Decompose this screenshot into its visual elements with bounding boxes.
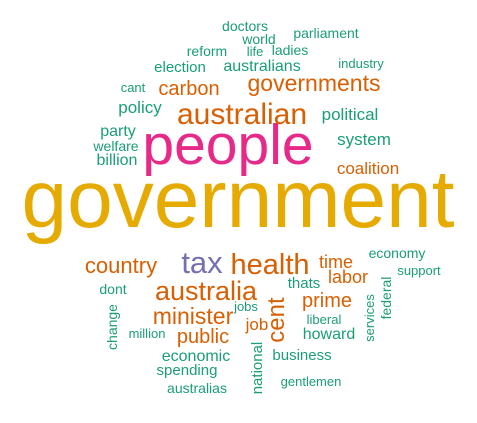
word-labor: labor — [328, 267, 368, 287]
word-million: million — [129, 326, 166, 341]
word-country: country — [85, 253, 157, 278]
word-australias: australias — [167, 380, 227, 396]
word-election: election — [154, 59, 206, 76]
word-gentlemen: gentlemen — [281, 374, 342, 389]
word-policy: policy — [118, 98, 162, 117]
word-howard: howard — [303, 326, 355, 343]
word-support: support — [397, 263, 441, 278]
word-system: system — [337, 130, 391, 149]
word-government: government — [21, 154, 454, 245]
word-people: people — [142, 113, 313, 177]
word-reform: reform — [187, 43, 227, 59]
word-change: change — [104, 304, 120, 350]
word-federal: federal — [378, 277, 394, 320]
word-billion: billion — [97, 152, 138, 169]
word-governments: governments — [248, 70, 381, 96]
word-cent: cent — [263, 297, 290, 343]
word-party: party — [100, 123, 136, 140]
word-ladies: ladies — [272, 42, 309, 58]
word-spending: spending — [157, 362, 218, 379]
word-doctors: doctors — [222, 18, 268, 34]
word-australian: australian — [177, 98, 307, 131]
word-industry: industry — [338, 56, 384, 71]
word-welfare: welfare — [92, 138, 138, 154]
word-services: services — [362, 294, 377, 342]
word-economy: economy — [369, 245, 426, 261]
word-economic: economic — [162, 348, 230, 365]
word-parliament: parliament — [293, 25, 358, 41]
word-health: health — [230, 249, 309, 281]
word-thats: thats — [288, 275, 321, 292]
word-coalition: coalition — [337, 159, 399, 178]
word-life: life — [247, 44, 264, 59]
word-jobs: jobs — [233, 299, 258, 314]
word-liberal: liberal — [307, 312, 342, 327]
word-prime: prime — [302, 290, 352, 312]
word-cant: cant — [121, 80, 146, 95]
word-world: world — [241, 31, 275, 47]
word-tax: tax — [181, 245, 223, 280]
word-carbon: carbon — [158, 78, 219, 100]
word-time: time — [319, 252, 353, 272]
word-minister: minister — [153, 303, 234, 329]
word-business: business — [272, 347, 331, 364]
word-political: political — [322, 105, 379, 124]
word-public: public — [177, 326, 229, 348]
word-job: job — [245, 315, 269, 334]
word-national: national — [249, 342, 266, 395]
word-australia: australia — [155, 276, 258, 306]
word-australians: australians — [223, 58, 300, 75]
word-dont: dont — [99, 281, 126, 297]
